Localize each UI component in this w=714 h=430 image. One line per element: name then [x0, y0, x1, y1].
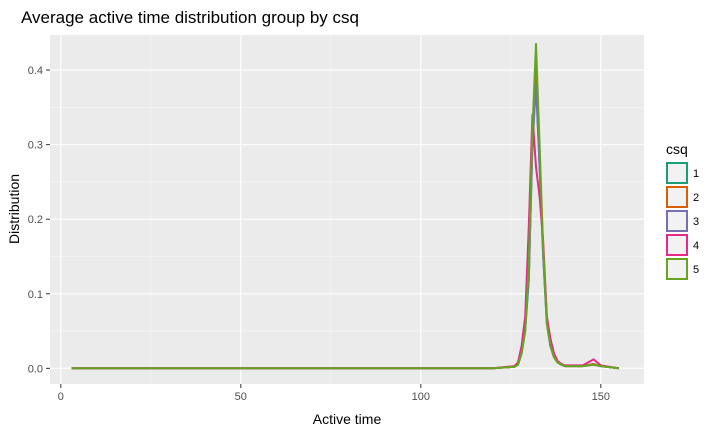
legend-key-csq-1	[666, 162, 688, 184]
y-axis-title: Distribution	[6, 174, 22, 244]
legend-label-csq-2: 2	[693, 192, 699, 204]
x-tick-label: 50	[235, 391, 247, 403]
y-tick-label: 0.3	[28, 140, 43, 152]
legend-key-csq-5	[666, 258, 688, 280]
plot-panel	[50, 35, 644, 384]
y-tick-label: 0.4	[28, 65, 43, 77]
legend-label-csq-5: 5	[693, 264, 699, 276]
legend: csq 1 2 3 4 5	[666, 141, 699, 280]
legend-label-csq-3: 3	[693, 216, 699, 228]
series-lines	[71, 42, 619, 370]
x-axis-title: Active time	[313, 411, 382, 427]
legend-label-csq-1: 1	[693, 168, 699, 180]
x-tick-label: 100	[412, 391, 430, 403]
chart-title: Average active time distribution group b…	[21, 8, 359, 27]
x-tick-label: 150	[592, 391, 610, 403]
y-tick-label: 0.2	[28, 214, 43, 226]
legend-key-csq-2	[666, 186, 688, 208]
legend-key-csq-3	[666, 210, 688, 232]
y-tick-label: 0.0	[28, 363, 43, 375]
x-tick-label: 0	[58, 391, 64, 403]
legend-title: csq	[666, 141, 688, 157]
legend-label-csq-4: 4	[693, 240, 699, 252]
y-axis-ticks: 0.0 0.1 0.2 0.3 0.4	[28, 65, 50, 375]
series-line-csq-5	[71, 42, 619, 370]
x-axis-ticks: 0 50 100 150	[58, 384, 610, 403]
legend-key-csq-4	[666, 234, 688, 256]
y-tick-label: 0.1	[28, 289, 43, 301]
